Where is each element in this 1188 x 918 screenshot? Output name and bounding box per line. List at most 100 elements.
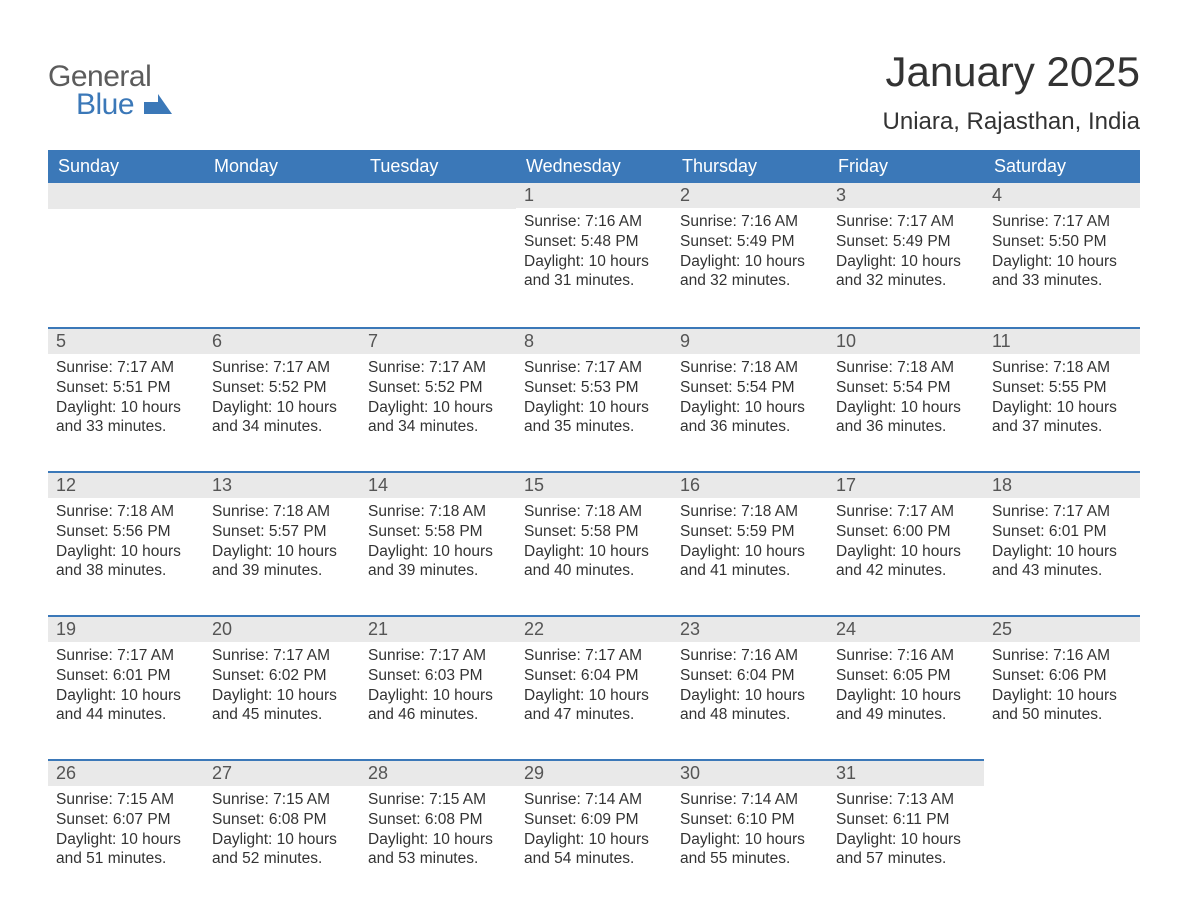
calendar-cell: 14Sunrise: 7:18 AMSunset: 5:58 PMDayligh… [360,471,516,601]
calendar-week: 1Sunrise: 7:16 AMSunset: 5:48 PMDaylight… [48,183,1140,313]
sunrise-line: Sunrise: 7:16 AM [524,212,664,232]
calendar-cell: 16Sunrise: 7:18 AMSunset: 5:59 PMDayligh… [672,471,828,601]
daylight-line-1: Daylight: 10 hours [680,542,820,562]
daylight-line-1: Daylight: 10 hours [56,542,196,562]
sunset-line: Sunset: 6:02 PM [212,666,352,686]
sunrise-line: Sunrise: 7:18 AM [56,502,196,522]
daylight-line-2: and 36 minutes. [836,417,976,437]
sunrise-line: Sunrise: 7:15 AM [56,790,196,810]
daylight-line-1: Daylight: 10 hours [992,542,1132,562]
sunset-line: Sunset: 6:08 PM [368,810,508,830]
calendar-cell: 12Sunrise: 7:18 AMSunset: 5:56 PMDayligh… [48,471,204,601]
weekday-header: Friday [828,150,984,183]
calendar-cell: 15Sunrise: 7:18 AMSunset: 5:58 PMDayligh… [516,471,672,601]
row-spacer [48,313,1140,327]
day-details: Sunrise: 7:18 AMSunset: 5:55 PMDaylight:… [984,354,1140,445]
spacer-cell [48,745,1140,759]
calendar-cell: 23Sunrise: 7:16 AMSunset: 6:04 PMDayligh… [672,615,828,745]
sunset-line: Sunset: 6:04 PM [680,666,820,686]
day-details: Sunrise: 7:18 AMSunset: 5:59 PMDaylight:… [672,498,828,589]
sunrise-line: Sunrise: 7:18 AM [680,358,820,378]
logo-word-blue: Blue [76,88,172,122]
sunset-line: Sunset: 5:52 PM [212,378,352,398]
daylight-line-2: and 53 minutes. [368,849,508,869]
day-details: Sunrise: 7:17 AMSunset: 5:49 PMDaylight:… [828,208,984,299]
sunrise-line: Sunrise: 7:15 AM [368,790,508,810]
daylight-line-2: and 39 minutes. [212,561,352,581]
daylight-line-2: and 57 minutes. [836,849,976,869]
daylight-line-2: and 43 minutes. [992,561,1132,581]
calendar-cell: 1Sunrise: 7:16 AMSunset: 5:48 PMDaylight… [516,183,672,313]
day-details: Sunrise: 7:18 AMSunset: 5:54 PMDaylight:… [672,354,828,445]
sunset-line: Sunset: 6:01 PM [56,666,196,686]
day-number: 2 [672,183,828,208]
logo-flag-icon [144,88,172,122]
sunset-line: Sunset: 5:57 PM [212,522,352,542]
day-details: Sunrise: 7:16 AMSunset: 5:49 PMDaylight:… [672,208,828,299]
day-number: 29 [516,759,672,786]
row-spacer [48,457,1140,471]
calendar-week: 5Sunrise: 7:17 AMSunset: 5:51 PMDaylight… [48,327,1140,457]
day-details: Sunrise: 7:17 AMSunset: 6:00 PMDaylight:… [828,498,984,589]
day-number: 12 [48,471,204,498]
daylight-line-1: Daylight: 10 hours [56,686,196,706]
sunrise-line: Sunrise: 7:17 AM [368,358,508,378]
day-number: 26 [48,759,204,786]
daylight-line-1: Daylight: 10 hours [368,686,508,706]
daylight-line-1: Daylight: 10 hours [212,830,352,850]
daylight-line-2: and 51 minutes. [56,849,196,869]
day-number: 9 [672,327,828,354]
day-number: 31 [828,759,984,786]
day-number: 14 [360,471,516,498]
day-number: 15 [516,471,672,498]
sunrise-line: Sunrise: 7:17 AM [368,646,508,666]
day-details: Sunrise: 7:15 AMSunset: 6:08 PMDaylight:… [360,786,516,877]
day-number: 28 [360,759,516,786]
day-details: Sunrise: 7:16 AMSunset: 6:06 PMDaylight:… [984,642,1140,733]
daylight-line-1: Daylight: 10 hours [836,398,976,418]
calendar-cell: 7Sunrise: 7:17 AMSunset: 5:52 PMDaylight… [360,327,516,457]
calendar-cell: 20Sunrise: 7:17 AMSunset: 6:02 PMDayligh… [204,615,360,745]
day-number: 16 [672,471,828,498]
daylight-line-1: Daylight: 10 hours [836,542,976,562]
daylight-line-2: and 33 minutes. [992,271,1132,291]
sunrise-line: Sunrise: 7:16 AM [680,212,820,232]
sunset-line: Sunset: 5:52 PM [368,378,508,398]
calendar-cell: 13Sunrise: 7:18 AMSunset: 5:57 PMDayligh… [204,471,360,601]
calendar-cell: 29Sunrise: 7:14 AMSunset: 6:09 PMDayligh… [516,759,672,889]
day-details: Sunrise: 7:18 AMSunset: 5:57 PMDaylight:… [204,498,360,589]
weekday-header: Wednesday [516,150,672,183]
day-number: 22 [516,615,672,642]
calendar-cell: 5Sunrise: 7:17 AMSunset: 5:51 PMDaylight… [48,327,204,457]
sunrise-line: Sunrise: 7:18 AM [836,358,976,378]
logo: General Blue [48,48,172,122]
day-details: Sunrise: 7:14 AMSunset: 6:09 PMDaylight:… [516,786,672,877]
title-block: January 2025 Uniara, Rajasthan, India [883,48,1140,136]
location: Uniara, Rajasthan, India [883,108,1140,136]
sunrise-line: Sunrise: 7:17 AM [836,502,976,522]
sunset-line: Sunset: 6:07 PM [56,810,196,830]
calendar-cell: 9Sunrise: 7:18 AMSunset: 5:54 PMDaylight… [672,327,828,457]
daylight-line-2: and 35 minutes. [524,417,664,437]
calendar-cell: 24Sunrise: 7:16 AMSunset: 6:05 PMDayligh… [828,615,984,745]
day-number: 25 [984,615,1140,642]
calendar-cell: 17Sunrise: 7:17 AMSunset: 6:00 PMDayligh… [828,471,984,601]
calendar-cell: 28Sunrise: 7:15 AMSunset: 6:08 PMDayligh… [360,759,516,889]
sunrise-line: Sunrise: 7:17 AM [56,646,196,666]
sunset-line: Sunset: 5:49 PM [836,232,976,252]
month-title: January 2025 [883,48,1140,96]
daylight-line-2: and 32 minutes. [836,271,976,291]
daylight-line-1: Daylight: 10 hours [56,830,196,850]
day-details: Sunrise: 7:17 AMSunset: 5:52 PMDaylight:… [204,354,360,445]
sunrise-line: Sunrise: 7:17 AM [992,502,1132,522]
sunrise-line: Sunrise: 7:16 AM [836,646,976,666]
daylight-line-2: and 40 minutes. [524,561,664,581]
spacer-cell [48,457,1140,471]
sunset-line: Sunset: 6:06 PM [992,666,1132,686]
calendar-cell: 6Sunrise: 7:17 AMSunset: 5:52 PMDaylight… [204,327,360,457]
daylight-line-2: and 46 minutes. [368,705,508,725]
daylight-line-1: Daylight: 10 hours [212,686,352,706]
daylight-line-2: and 52 minutes. [212,849,352,869]
calendar-cell [204,183,360,313]
daylight-line-1: Daylight: 10 hours [212,398,352,418]
